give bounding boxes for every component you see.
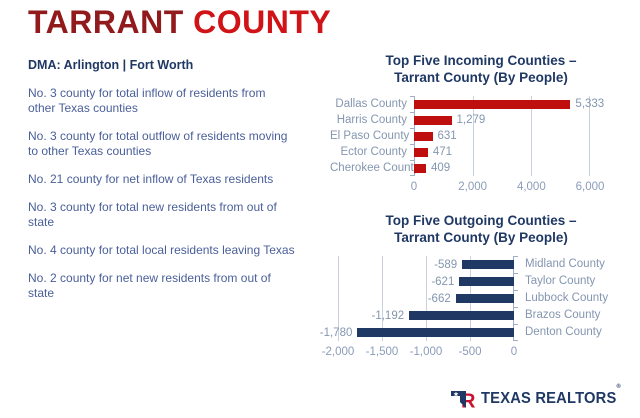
incoming-bar — [414, 99, 571, 109]
x-axis-tick-label: -1,500 — [365, 346, 399, 358]
bar-value-label: 5,333 — [575, 98, 605, 110]
page-title-word1: TARRANT — [28, 4, 184, 40]
x-axis-tick-label: 2,000 — [458, 181, 488, 193]
category-label: Cherokee County — [330, 162, 420, 174]
incoming-chart-body: Dallas County Harris County El Paso County… — [330, 96, 632, 176]
category-label: Taylor County — [525, 275, 596, 287]
outgoing-chart-title: Top Five Outgoing Counties – Tarrant Coun… — [330, 212, 632, 246]
incoming-chart-title-line2: Tarrant County (By People) — [394, 70, 568, 85]
bar-value-label: -1,192 — [371, 309, 405, 322]
page-title-word2: COUNTY — [193, 4, 332, 40]
outgoing-chart-body: -589 -621 -662 -1,192 -1,780 Midland County T… — [320, 256, 632, 341]
incoming-chart-title-line1: Top Five Incoming Counties – — [385, 53, 577, 68]
bar-value-label: -589 — [434, 258, 458, 271]
texas-realtors-wordmark: TEXAS REALTORS® — [480, 384, 621, 407]
texas-realtors-tr-mark-icon: R — [450, 391, 476, 411]
texas-realtors-logo: R TEXAS REALTORS® — [450, 384, 628, 411]
category-label: Brazos County — [525, 309, 601, 321]
category-axis-tick — [514, 290, 518, 291]
outgoing-bar — [357, 328, 514, 337]
category-label: Dallas County — [335, 98, 407, 110]
incoming-bar — [414, 163, 426, 173]
fact-item: No. 21 county for net inflow of Texas re… — [28, 172, 274, 186]
category-label: Denton County — [525, 326, 602, 338]
outgoing-chart-title-line2: Tarrant County (By People) — [394, 230, 568, 245]
gridline — [589, 96, 590, 176]
incoming-bar — [414, 115, 452, 125]
incoming-chart-title: Top Five Incoming Counties – Tarrant Coun… — [330, 52, 632, 86]
x-axis-tick-label: 6,000 — [575, 181, 605, 193]
bar-value-label: 631 — [437, 130, 457, 142]
gridline — [531, 96, 533, 176]
category-label: El Paso County — [330, 130, 410, 142]
outgoing-bar — [455, 294, 514, 303]
category-label: Ector County — [340, 146, 407, 158]
category-axis-tick — [514, 307, 518, 308]
category-axis-tick — [410, 96, 414, 97]
bar-value-label: 409 — [430, 162, 451, 174]
x-axis-tick-label: -2,000 — [321, 346, 355, 358]
fact-item: No. 3 county for total outflow of reside… — [28, 129, 288, 158]
incoming-bar — [414, 147, 428, 157]
category-axis-tick — [514, 340, 518, 341]
bar-value-label: -1,780 — [319, 326, 353, 339]
x-axis-tick-label: 0 — [510, 346, 518, 358]
fact-item: No. 3 county for total new residents fro… — [28, 200, 277, 229]
outgoing-bar — [409, 311, 514, 320]
outgoing-bar — [462, 260, 514, 269]
category-axis-tick — [410, 128, 414, 129]
outgoing-plot-area: -589 -621 -662 -1,192 -1,780 — [320, 256, 518, 341]
fact-item: No. 2 county for net new residents from … — [28, 271, 271, 300]
gridline — [382, 256, 383, 341]
category-label: Midland County — [525, 258, 605, 270]
gridline — [338, 256, 339, 341]
fact-item: No. 4 county for total local residents l… — [28, 243, 295, 257]
outgoing-bar — [459, 277, 514, 286]
bar-value-label: 471 — [432, 146, 452, 158]
fact-item: No. 3 county for total inflow of residen… — [28, 86, 266, 115]
bar-value-label: -621 — [431, 275, 455, 288]
page-title: TARRANT COUNTY — [28, 4, 331, 41]
incoming-category-axis: Dallas County Harris County El Paso County… — [330, 96, 420, 176]
incoming-plot-area: 5,333 1,279 631 471 409 — [410, 96, 604, 176]
x-axis-tick-label: 0 — [410, 181, 418, 193]
category-axis-tick — [410, 175, 414, 176]
category-axis-tick — [514, 273, 518, 274]
outgoing-counties-chart: Top Five Outgoing Counties – Tarrant Coun… — [320, 212, 632, 361]
dma-label: DMA: Arlington | Fort Worth — [28, 58, 194, 72]
registered-mark: ® — [616, 384, 621, 390]
x-axis-tick-label: -1,000 — [409, 346, 443, 358]
facts-column: DMA: Arlington | Fort Worth No. 3 county… — [28, 58, 296, 314]
bar-value-label: 1,279 — [456, 114, 486, 126]
category-axis-tick — [410, 144, 414, 145]
outgoing-chart-title-line1: Top Five Outgoing Counties – — [385, 213, 577, 228]
category-axis-tick — [410, 160, 414, 161]
category-axis-tick — [514, 324, 518, 325]
category-label: Lubbock County — [525, 292, 609, 304]
incoming-counties-chart: Top Five Incoming Counties – Tarrant Coun… — [330, 52, 632, 196]
outgoing-x-axis: -2,000 -1,500 -1,000 -500 0 — [322, 346, 518, 361]
bar-value-label: -662 — [427, 292, 451, 305]
category-axis-tick — [514, 256, 518, 257]
gridline — [426, 256, 427, 341]
x-axis-tick-label: -500 — [458, 346, 482, 358]
incoming-bar — [414, 131, 433, 141]
x-axis-tick-label: 4,000 — [516, 181, 546, 193]
category-label: Harris County — [336, 114, 407, 126]
gridline — [472, 96, 474, 176]
incoming-x-axis: 0 2,000 4,000 6,000 — [410, 181, 605, 196]
category-axis-tick — [410, 112, 414, 113]
outgoing-category-axis: Midland County Taylor County Lubbock Count… — [514, 256, 608, 341]
